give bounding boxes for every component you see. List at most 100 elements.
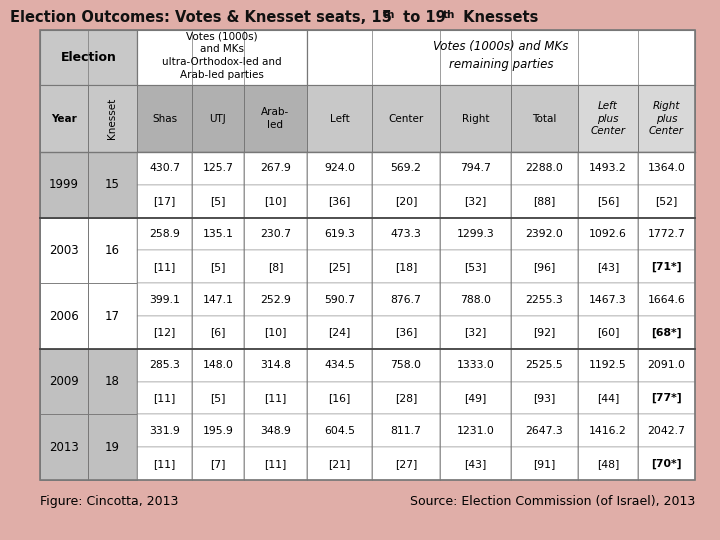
Bar (192, 382, 244, 414)
Text: [43]: [43] (464, 458, 487, 469)
Bar (244, 218, 307, 251)
Bar (307, 185, 372, 218)
Text: [21]: [21] (328, 458, 351, 469)
Text: 619.3: 619.3 (324, 229, 355, 239)
Text: Votes (1000s)
and MKs
ultra-Orthodox-led and
Arab-led parties: Votes (1000s) and MKs ultra-Orthodox-led… (162, 31, 282, 80)
Text: [96]: [96] (534, 262, 556, 272)
Text: 2042.7: 2042.7 (647, 426, 685, 436)
Text: Left: Left (330, 113, 349, 124)
Text: 1364.0: 1364.0 (647, 164, 685, 173)
Text: [11]: [11] (264, 458, 287, 469)
Text: [10]: [10] (264, 196, 287, 206)
Bar (638, 414, 695, 447)
Bar (578, 152, 638, 185)
Bar (638, 185, 695, 218)
Text: 258.9: 258.9 (149, 229, 180, 239)
Text: Votes (1000s) and MKs
remaining parties: Votes (1000s) and MKs remaining parties (433, 40, 569, 71)
Bar (440, 152, 511, 185)
Text: [6]: [6] (210, 327, 226, 338)
Bar (578, 316, 638, 349)
Text: [60]: [60] (597, 327, 619, 338)
Bar (372, 349, 440, 382)
Bar (440, 85, 511, 152)
Bar (440, 382, 511, 414)
Bar (578, 414, 638, 447)
Text: 331.9: 331.9 (149, 426, 180, 436)
Text: 2392.0: 2392.0 (526, 229, 564, 239)
Bar (192, 185, 244, 218)
Bar (192, 447, 244, 480)
Text: 230.7: 230.7 (260, 229, 291, 239)
Text: [56]: [56] (597, 196, 619, 206)
Bar (372, 283, 440, 316)
Text: 430.7: 430.7 (149, 164, 180, 173)
Text: Left
plus
Center: Left plus Center (590, 101, 626, 136)
Bar (88, 283, 137, 349)
Bar (511, 283, 578, 316)
Bar (40, 30, 695, 480)
Text: 252.9: 252.9 (260, 295, 291, 305)
Bar (192, 85, 244, 152)
Text: [25]: [25] (328, 262, 351, 272)
Text: UTJ: UTJ (210, 113, 226, 124)
Bar (440, 316, 511, 349)
Text: 1664.6: 1664.6 (647, 295, 685, 305)
Text: [8]: [8] (268, 262, 283, 272)
Bar (511, 152, 578, 185)
Bar (372, 414, 440, 447)
Bar (244, 349, 307, 382)
Bar (307, 316, 372, 349)
Bar (137, 85, 192, 152)
Text: [49]: [49] (464, 393, 487, 403)
Text: [11]: [11] (264, 393, 287, 403)
Text: 348.9: 348.9 (260, 426, 291, 436)
Bar (192, 349, 244, 382)
Bar (307, 218, 372, 251)
Bar (578, 382, 638, 414)
Bar (307, 30, 695, 85)
Text: [5]: [5] (210, 393, 226, 403)
Text: 399.1: 399.1 (149, 295, 180, 305)
Bar (511, 414, 578, 447)
Text: [32]: [32] (464, 327, 487, 338)
Text: [88]: [88] (534, 196, 556, 206)
Text: 758.0: 758.0 (390, 360, 421, 370)
Bar (40, 85, 88, 152)
Bar (578, 349, 638, 382)
Text: Arab-
led: Arab- led (261, 107, 289, 130)
Bar (137, 152, 192, 185)
Text: [70*]: [70*] (652, 458, 682, 469)
Bar (244, 316, 307, 349)
Text: [28]: [28] (395, 393, 417, 403)
Bar (511, 218, 578, 251)
Bar (137, 283, 192, 316)
Bar (578, 283, 638, 316)
Text: 1231.0: 1231.0 (456, 426, 495, 436)
Bar (307, 349, 372, 382)
Text: 2255.3: 2255.3 (526, 295, 563, 305)
Bar (244, 283, 307, 316)
Text: 2013: 2013 (49, 441, 79, 454)
Text: 2525.5: 2525.5 (526, 360, 563, 370)
Text: [52]: [52] (655, 196, 678, 206)
Text: [43]: [43] (597, 262, 619, 272)
Text: [11]: [11] (153, 262, 176, 272)
Text: 1467.3: 1467.3 (589, 295, 627, 305)
Bar (307, 85, 372, 152)
Text: 147.1: 147.1 (202, 295, 233, 305)
Text: 473.3: 473.3 (390, 229, 421, 239)
Text: [11]: [11] (153, 393, 176, 403)
Bar (137, 316, 192, 349)
Bar (244, 382, 307, 414)
Text: 811.7: 811.7 (390, 426, 421, 436)
Bar (244, 251, 307, 283)
Text: 2091.0: 2091.0 (647, 360, 685, 370)
Bar (192, 152, 244, 185)
Bar (192, 414, 244, 447)
Bar (638, 251, 695, 283)
Bar (137, 251, 192, 283)
Text: [18]: [18] (395, 262, 417, 272)
Bar (192, 283, 244, 316)
Bar (638, 85, 695, 152)
Text: Shas: Shas (152, 113, 177, 124)
